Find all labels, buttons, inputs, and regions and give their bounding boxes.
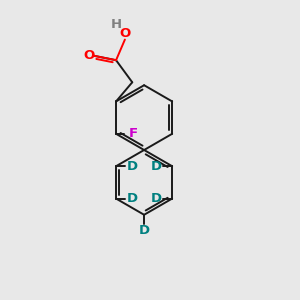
Text: D: D (127, 160, 138, 173)
Text: D: D (139, 224, 150, 238)
Text: D: D (150, 160, 161, 173)
Text: O: O (83, 49, 94, 62)
Text: H: H (111, 18, 122, 31)
Text: D: D (127, 192, 138, 205)
Text: F: F (129, 127, 138, 140)
Text: D: D (150, 192, 161, 205)
Text: O: O (119, 27, 130, 40)
